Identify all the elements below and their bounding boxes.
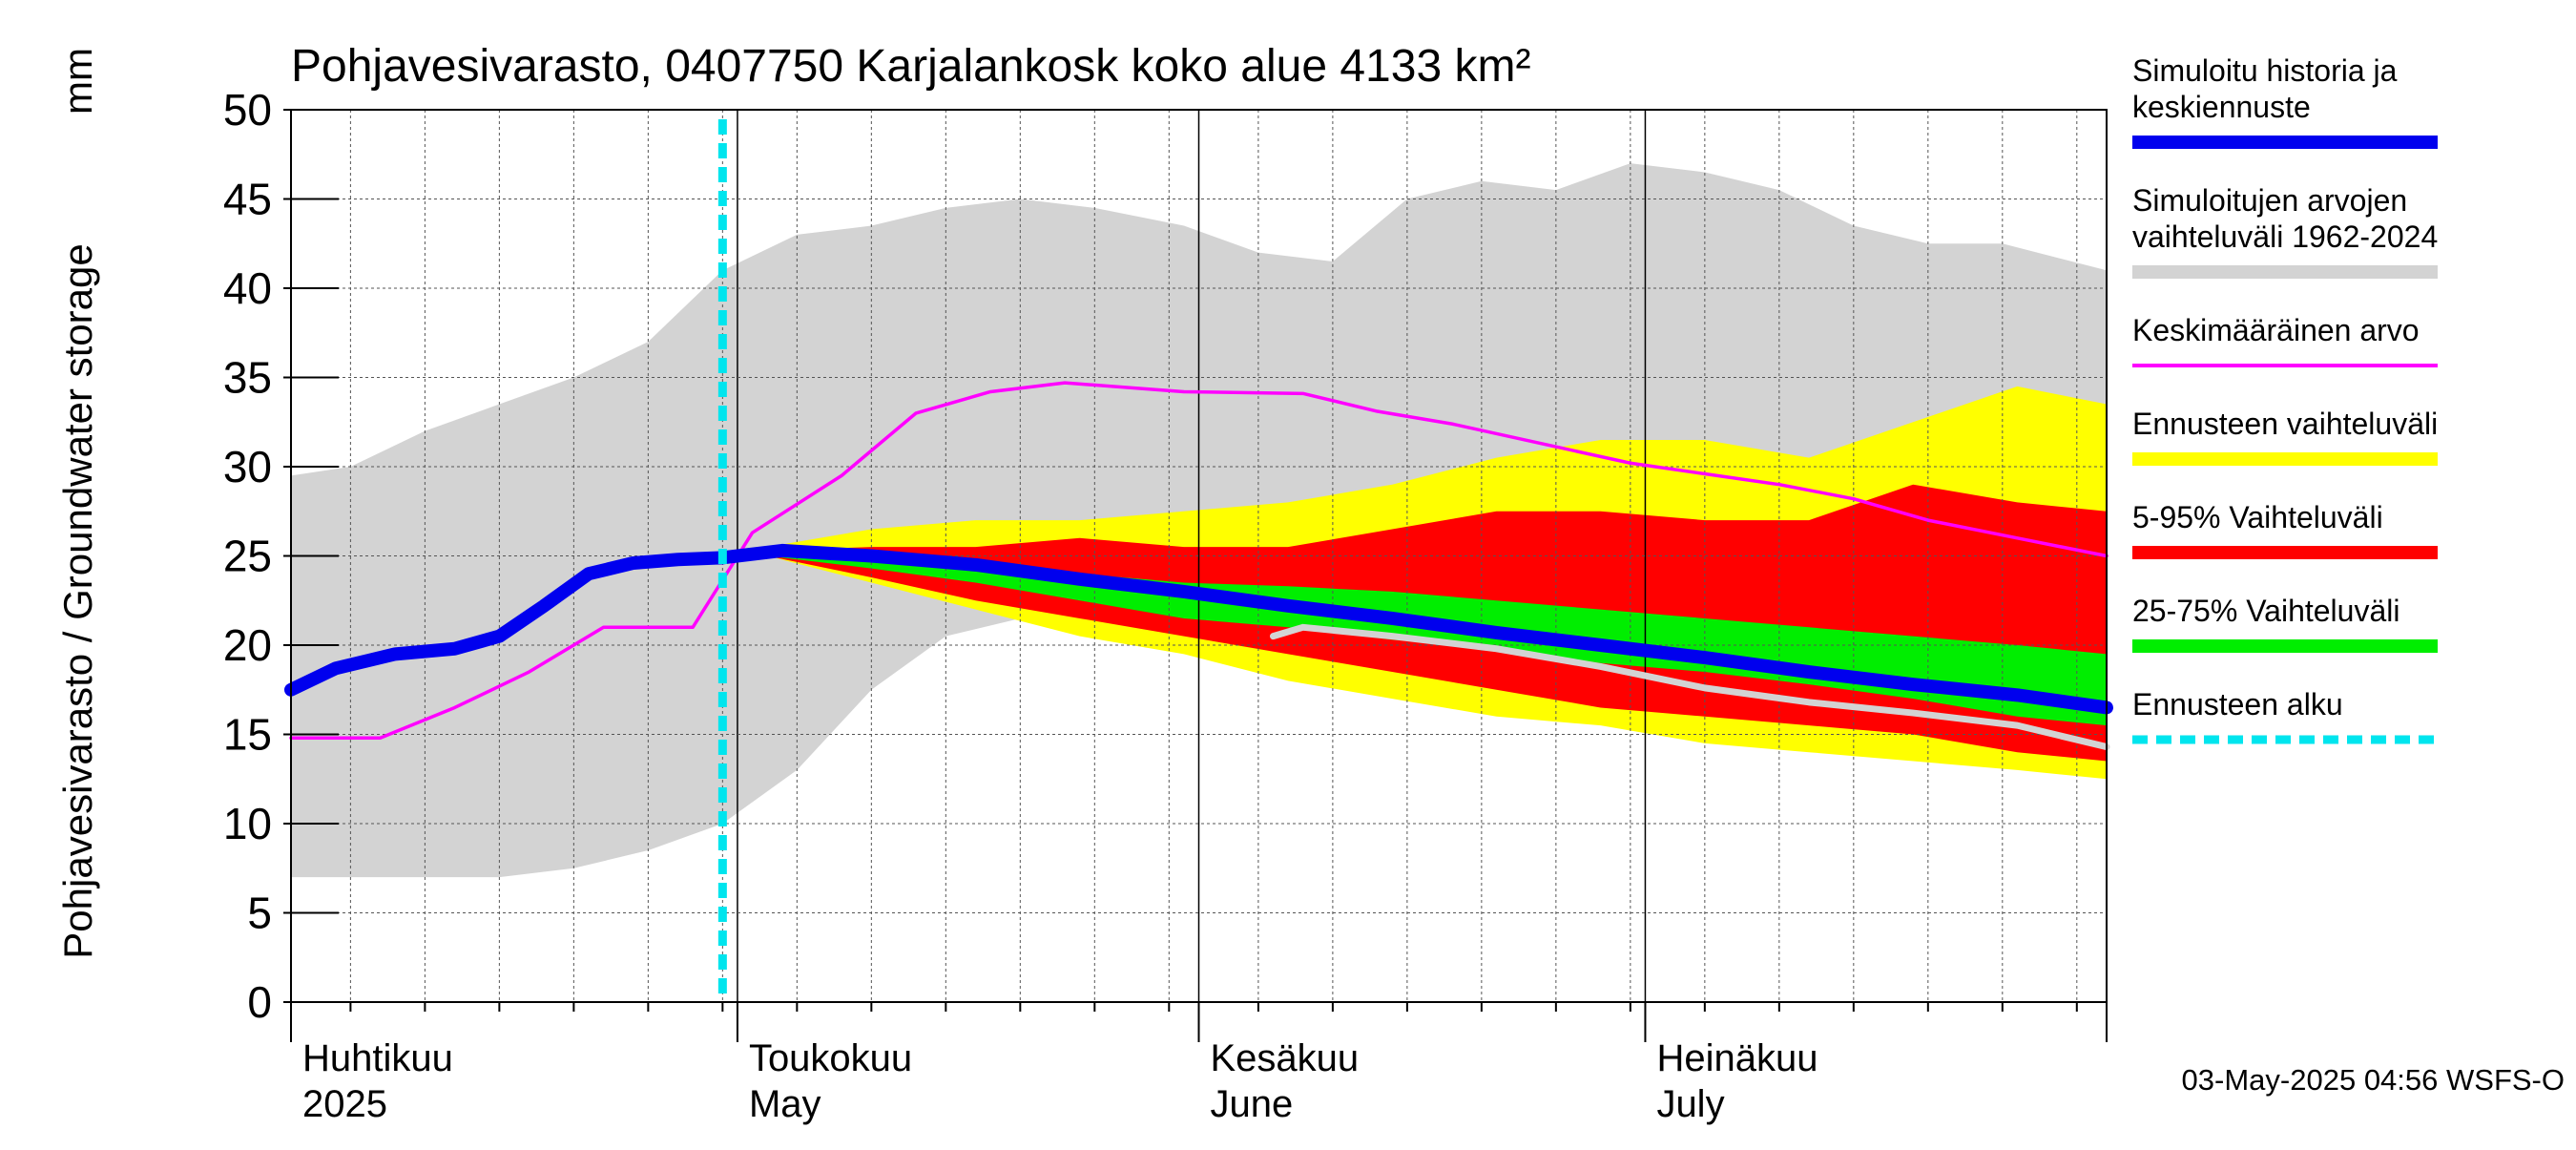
- y-tick-label: 0: [247, 977, 272, 1027]
- y-tick-label: 25: [223, 532, 272, 581]
- series-lines: [284, 119, 2113, 1002]
- line-mediaani: [1269, 623, 2110, 751]
- line-keskim-r-inen-arvo: [289, 381, 2109, 740]
- legend-label: 25-75% Vaihteluväli: [2132, 594, 2399, 628]
- legend-label: 5-95% Vaihteluväli: [2132, 500, 2383, 534]
- legend: Simuloitu historia jakeskiennusteSimuloi…: [2132, 53, 2438, 744]
- y-tick-label: 5: [247, 889, 272, 938]
- y-tick-label: 15: [223, 710, 272, 760]
- legend-label: keskiennuste: [2132, 90, 2311, 124]
- legend-label: vaihteluväli 1962-2024: [2132, 220, 2438, 254]
- x-month-label: Toukokuu: [749, 1037, 912, 1079]
- y-tick-label: 20: [223, 620, 272, 670]
- y-axis-unit: mm: [55, 48, 100, 115]
- chart-title: Pohjavesivarasto, 0407750 Karjalankosk k…: [291, 41, 1530, 92]
- x-month-sublabel: 2025: [302, 1083, 387, 1125]
- y-tick-label: 50: [223, 85, 272, 135]
- legend-label: Ennusteen vaihteluväli: [2132, 407, 2438, 441]
- y-axis-label: Pohjavesivarasto / Groundwater storage: [55, 243, 100, 958]
- plot-frame: [290, 109, 2108, 1003]
- x-month-label: Heinäkuu: [1656, 1037, 1818, 1079]
- legend-item-25-75-vaihteluv-li: 25-75% Vaihteluväli: [2132, 594, 2438, 653]
- x-month-sublabel: May: [749, 1083, 821, 1125]
- x-month-sublabel: June: [1211, 1083, 1294, 1125]
- legend-item-ennusteen-vaihteluv-li: Ennusteen vaihteluväli: [2132, 407, 2438, 466]
- x-month-label: Huhtikuu: [302, 1037, 453, 1079]
- y-tick-label: 45: [223, 175, 272, 224]
- legend-item-keskim-r-inen-arvo: Keskimääräinen arvo: [2132, 313, 2438, 367]
- legend-item-ennusteen-alku: Ennusteen alku: [2132, 687, 2438, 744]
- y-tick-label: 30: [223, 442, 272, 491]
- legend-label: Keskimääräinen arvo: [2132, 313, 2420, 347]
- legend-label: Simuloitujen arvojen: [2132, 183, 2407, 218]
- y-tick-label: 40: [223, 263, 272, 313]
- legend-label: Simuloitu historia ja: [2132, 53, 2398, 88]
- x-month-sublabel: July: [1656, 1083, 1724, 1125]
- line-simuloitu-historia-ja-keskiennuste: [284, 543, 2113, 715]
- y-tick-label: 10: [223, 799, 272, 848]
- legend-item-5-95-vaihteluv-li: 5-95% Vaihteluväli: [2132, 500, 2438, 559]
- legend-label: Ennusteen alku: [2132, 687, 2343, 721]
- axes: 05101520253035404550Huhtikuu2025Toukokuu…: [223, 85, 2108, 1125]
- x-month-label: Kesäkuu: [1211, 1037, 1360, 1079]
- y-tick-label: 35: [223, 353, 272, 403]
- footer-timestamp: 03-May-2025 04:56 WSFS-O: [2182, 1063, 2565, 1097]
